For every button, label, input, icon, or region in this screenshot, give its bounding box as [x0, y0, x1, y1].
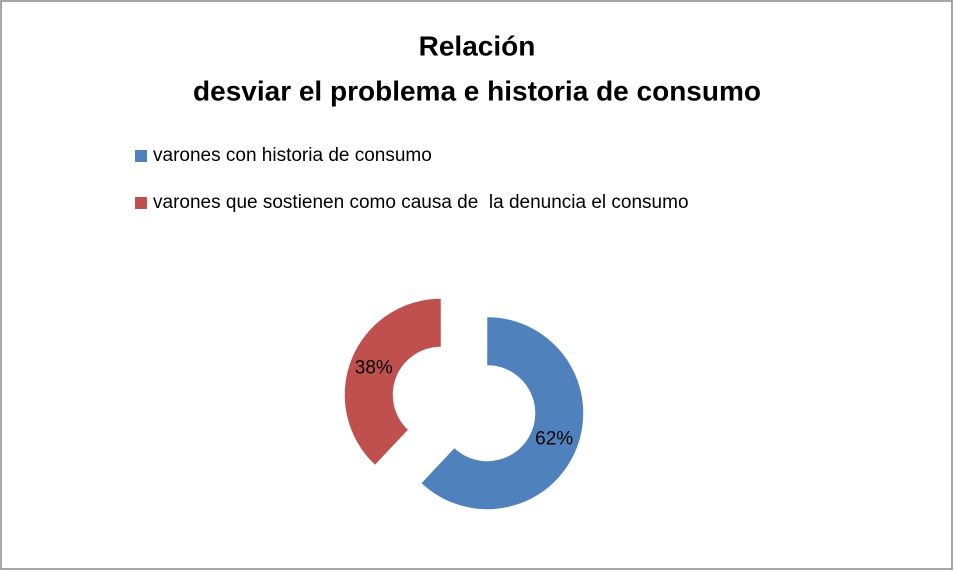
data-label: 38% [355, 357, 393, 378]
legend-label: varones con historia de consumo [153, 145, 432, 166]
legend-marker [135, 197, 147, 209]
legend-label: varones que sostienen como causa de la d… [153, 192, 689, 213]
chart-title: desviar el problema e historia de consum… [193, 75, 761, 106]
data-label: 62% [535, 429, 573, 450]
legend-marker [135, 150, 147, 162]
chart-title: Relación [419, 30, 536, 61]
donut-slice [421, 317, 584, 510]
donut-slice [344, 298, 441, 465]
